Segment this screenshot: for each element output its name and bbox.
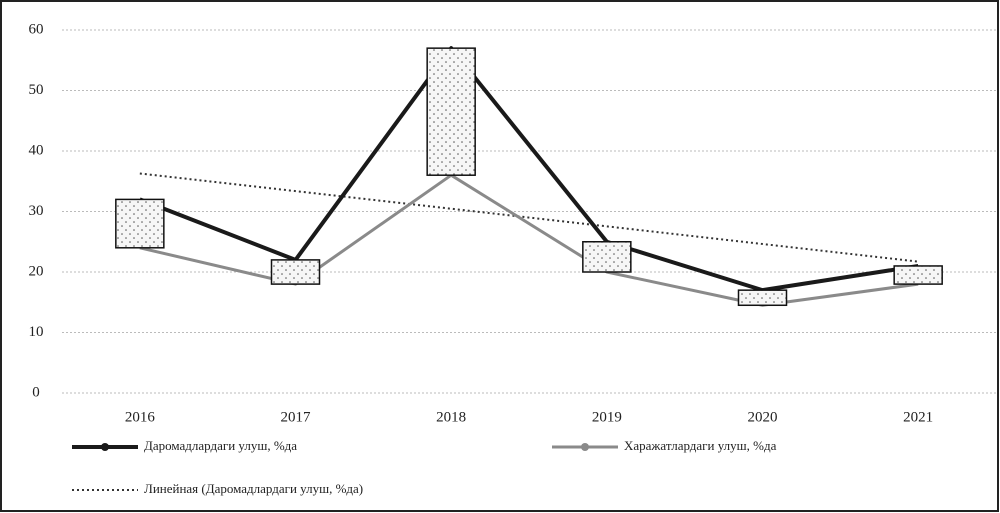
up-down-bar [115, 198, 165, 249]
legend-label: Линейная (Даромадлардаги улуш, %да) [144, 481, 363, 496]
y-tick-label: 0 [32, 384, 40, 400]
legend-marker [581, 443, 589, 451]
series-line [139, 173, 919, 307]
x-tick-label: 2016 [125, 409, 156, 425]
up-down-bar [270, 259, 321, 285]
x-tick-label: 2018 [436, 409, 466, 425]
y-tick-label: 40 [29, 142, 44, 158]
legend-label: Харажатлардаги улуш, %да [624, 438, 777, 453]
y-tick-label: 50 [29, 82, 44, 98]
up-down-bar [893, 265, 943, 285]
x-tick-label: 2021 [903, 409, 933, 425]
y-tick-label: 60 [29, 21, 44, 37]
y-tick-label: 30 [29, 203, 44, 219]
legend-label: Даромадлардаги улуш, %да [144, 438, 297, 453]
trendline [139, 172, 919, 263]
x-tick-label: 2017 [281, 409, 312, 425]
x-tick-label: 2019 [592, 409, 622, 425]
x-tick-label: 2020 [748, 409, 778, 425]
series-line [139, 46, 919, 293]
up-down-bar [582, 241, 632, 273]
y-tick-label: 10 [29, 324, 44, 340]
up-down-bar [426, 47, 476, 176]
y-tick-label: 20 [29, 263, 44, 279]
legend-marker [101, 443, 109, 451]
up-down-bar [737, 289, 788, 307]
